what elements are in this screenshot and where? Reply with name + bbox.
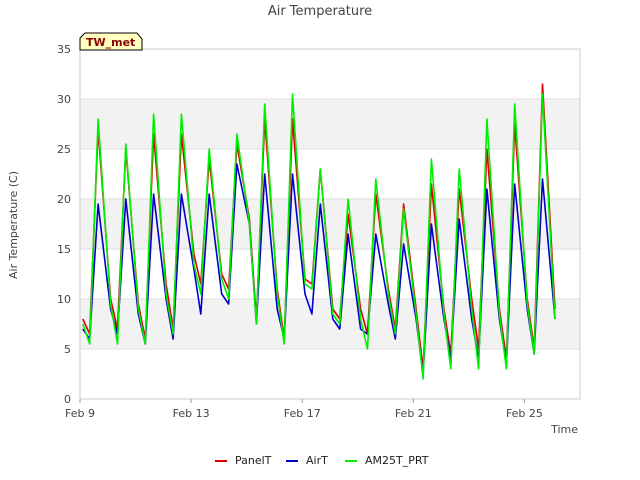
legend-label: PanelT — [235, 454, 272, 467]
grid-bands — [80, 99, 580, 349]
x-tick-label: Feb 21 — [395, 407, 432, 420]
plot-area — [79, 48, 581, 400]
x-axis: Feb 9 Feb 13 Feb 17 Feb 21 Feb 25 — [65, 399, 543, 420]
y-tick-label: 30 — [57, 93, 71, 106]
grid-band — [80, 99, 580, 149]
series-lines — [82, 83, 556, 380]
station-label: TW_met — [86, 36, 135, 49]
grid-band — [80, 299, 580, 349]
y-axis: 0 5 10 15 20 25 30 35 — [57, 43, 71, 406]
y-tick-label: 5 — [64, 343, 71, 356]
x-tick-label: Feb 9 — [65, 407, 95, 420]
legend-label: AirT — [306, 454, 328, 467]
y-axis-title: Air Temperature (C) — [7, 171, 20, 279]
y-tick-label: 35 — [57, 43, 71, 56]
legend-item-airt: AirT — [286, 454, 328, 467]
grid-band — [80, 199, 580, 249]
y-tick-label: 0 — [64, 393, 71, 406]
legend-item-panelt: PanelT — [215, 454, 272, 467]
series-line-am25t_prt — [82, 93, 556, 380]
x-tick-label: Feb 13 — [173, 407, 210, 420]
station-badge: TW_met — [79, 32, 143, 51]
y-tick-label: 15 — [57, 243, 71, 256]
x-tick-label: Feb 25 — [506, 407, 543, 420]
y-tick-label: 10 — [57, 293, 71, 306]
legend-label: AM25T_PRT — [365, 454, 429, 467]
x-axis-title: Time — [550, 423, 578, 436]
legend: PanelT AirT AM25T_PRT — [215, 454, 429, 467]
legend-item-am25t_prt: AM25T_PRT — [345, 454, 429, 467]
station-badge-box — [79, 32, 143, 51]
chart-title: Air Temperature — [268, 4, 372, 19]
y-tick-label: 20 — [57, 193, 71, 206]
x-tick-label: Feb 17 — [284, 407, 321, 420]
y-tick-label: 25 — [57, 143, 71, 156]
